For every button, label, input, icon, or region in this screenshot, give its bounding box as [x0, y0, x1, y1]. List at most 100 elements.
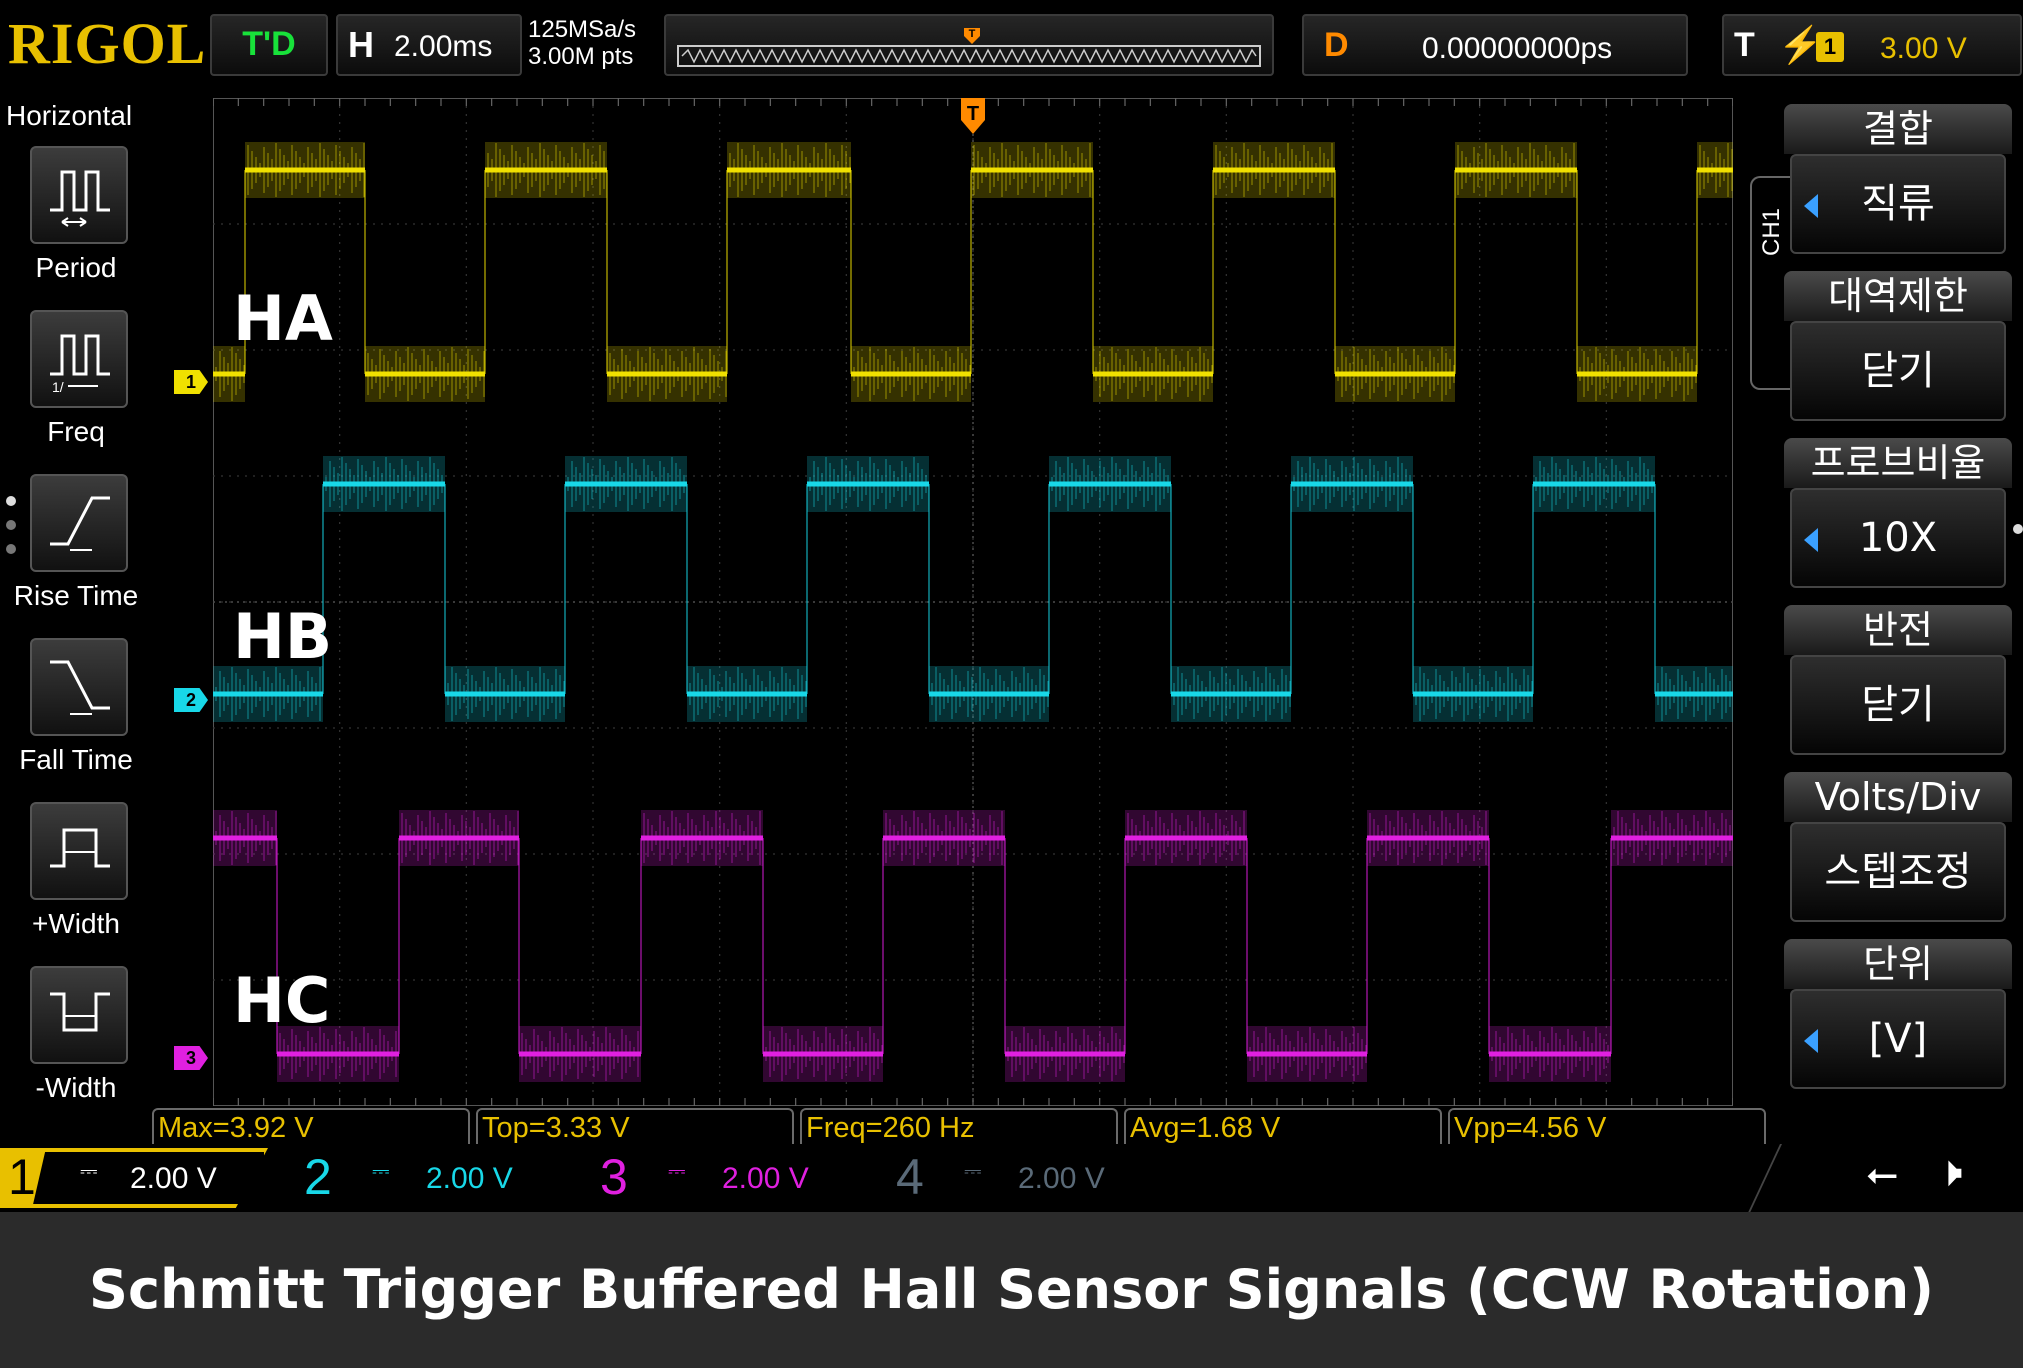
menu-tab: CH1: [1750, 176, 1792, 390]
period-icon: [30, 146, 128, 244]
invert-menu-item[interactable]: 반전 닫기: [1784, 605, 2012, 763]
svg-text:1/: 1/: [52, 379, 64, 395]
rise-time-icon: [30, 474, 128, 572]
ch3-ground-marker[interactable]: 3: [174, 1046, 208, 1070]
measure-positive-width-label: +Width: [32, 908, 120, 939]
ch3-waveform-hc: [213, 810, 1733, 1082]
trigger-position-overview[interactable]: T: [664, 14, 1274, 76]
graticule: T: [212, 97, 1734, 1107]
measure-fall-time-button[interactable]: Fall Time: [0, 638, 152, 802]
channel-3-number: 3: [600, 1149, 628, 1205]
measure-rise-time-button[interactable]: Rise Time: [0, 474, 152, 638]
dc-coupling-icon: ⎓: [668, 1158, 686, 1183]
volts-div-menu-item[interactable]: Volts/Div 스텝조정: [1784, 772, 2012, 930]
trigger-pos-marker: T: [969, 28, 976, 40]
dc-coupling-icon: ⎓: [964, 1158, 982, 1183]
unit-menu-item[interactable]: 단위 [V]: [1784, 939, 2012, 1097]
channel-4-number: 4: [896, 1149, 924, 1205]
ch1-ground-marker[interactable]: 1: [174, 370, 208, 394]
measure-avg: Avg=1.68 V: [1124, 1108, 1442, 1144]
measure-rise-time-label: Rise Time: [13, 580, 139, 611]
channel-3-scale: 2.00 V: [722, 1162, 809, 1195]
timebase-value: 2.00ms: [394, 30, 493, 63]
measure-menu: Horizontal Period 1/ Freq Rise Time Fall…: [0, 96, 152, 1106]
fall-time-icon: [30, 638, 128, 736]
coupling-value[interactable]: 직류: [1790, 154, 2006, 254]
trigger-source: 1: [1816, 32, 1844, 62]
trigger-label: T: [1734, 26, 1755, 64]
menu-title: Horizontal: [6, 100, 133, 131]
channel-menu: CH1 결합 직류 대역제한 닫기 프로브비율 10X 반전 닫기 Volts/…: [1750, 96, 2023, 1106]
positive-width-icon: [30, 802, 128, 900]
measure-positive-width-button[interactable]: +Width: [0, 802, 152, 966]
invert-header: 반전: [1784, 605, 2012, 655]
unit-value[interactable]: [V]: [1790, 989, 2006, 1089]
measure-vpp: Vpp=4.56 V: [1448, 1108, 1766, 1144]
memory-depth: 3.00M pts: [528, 43, 634, 70]
brand-logo: RIGOL: [8, 11, 207, 76]
menu-page-indicator: [6, 496, 16, 568]
trigger-display[interactable]: T ⚡ 1 3.00 V: [1722, 14, 2022, 76]
acquisition-info: 125MSa/s 3.00M pts: [528, 16, 636, 70]
figure-caption: Schmitt Trigger Buffered Hall Sensor Sig…: [0, 1212, 2023, 1368]
measure-period-button[interactable]: Period: [0, 146, 152, 310]
bandwidth-limit-value[interactable]: 닫기: [1790, 321, 2006, 421]
waveform-label-hb: HB: [233, 600, 333, 673]
mute-icon[interactable]: 🕨: [1936, 1148, 1963, 1195]
coupling-menu-item[interactable]: 결합 직류: [1784, 104, 2012, 262]
channel-1-scale: 2.00 V: [130, 1162, 217, 1195]
memory-overview-waveform: T: [677, 28, 1261, 67]
channel-2-scale: 2.00 V: [426, 1162, 513, 1195]
volts-div-header: Volts/Div: [1784, 772, 2012, 822]
channel-2-status[interactable]: 2 ⎓ 2.00 V: [300, 1148, 560, 1208]
menu-page-indicator: [2013, 524, 2023, 534]
measure-period-label: Period: [35, 252, 117, 283]
measure-freq: Freq=260 Hz: [800, 1108, 1118, 1144]
channel-2-number: 2: [304, 1149, 332, 1205]
measurement-results: Max=3.92 V Top=3.33 V Freq=260 Hz Avg=1.…: [152, 1108, 1770, 1144]
frequency-icon: 1/: [30, 310, 128, 408]
probe-ratio-value[interactable]: 10X: [1790, 488, 2006, 588]
dc-coupling-icon: ⎓: [372, 1158, 390, 1183]
measure-negative-width-label: -Width: [35, 1072, 117, 1103]
timebase-display[interactable]: H 2.00ms: [336, 14, 522, 76]
delay-value: 0.00000000ps: [1422, 32, 1613, 65]
top-status-bar: RIGOL T'D H 2.00ms 125MSa/s 3.00M pts T …: [0, 0, 2023, 88]
waveform-display[interactable]: T HA HB HC: [212, 97, 1734, 1107]
rising-edge-icon: ⚡: [1778, 24, 1823, 65]
svg-text:T: T: [967, 103, 979, 125]
coupling-header: 결합: [1784, 104, 2012, 154]
delay-label: D: [1324, 26, 1349, 64]
select-arrow-icon: [1804, 528, 1818, 552]
channel-1-status[interactable]: 1 ⎓ 2.00 V: [0, 1148, 280, 1208]
probe-ratio-menu-item[interactable]: 프로브비율 10X: [1784, 438, 2012, 596]
bandwidth-limit-menu-item[interactable]: 대역제한 닫기: [1784, 271, 2012, 429]
dc-coupling-icon: ⎓: [80, 1158, 98, 1183]
unit-header: 단위: [1784, 939, 2012, 989]
select-arrow-icon: [1804, 194, 1818, 218]
probe-ratio-header: 프로브비율: [1784, 438, 2012, 488]
trigger-level: 3.00 V: [1880, 32, 1967, 65]
trigger-position-marker: [961, 98, 985, 134]
channel-4-status[interactable]: 4 ⎓ 2.00 V: [892, 1148, 1152, 1208]
usb-icon: ⭠: [1866, 1152, 1898, 1196]
measure-fall-time-label: Fall Time: [19, 744, 133, 775]
measure-freq-button[interactable]: 1/ Freq: [0, 310, 152, 474]
measure-max: Max=3.92 V: [152, 1108, 470, 1144]
volts-div-value[interactable]: 스텝조정: [1790, 822, 2006, 922]
ch1-waveform-ha: [213, 142, 1733, 402]
channel-4-scale: 2.00 V: [1018, 1162, 1105, 1195]
channel-3-status[interactable]: 3 ⎓ 2.00 V: [596, 1148, 856, 1208]
ch2-waveform-hb: [213, 456, 1733, 722]
bandwidth-limit-header: 대역제한: [1784, 271, 2012, 321]
ch2-ground-marker[interactable]: 2: [174, 688, 208, 712]
sample-rate: 125MSa/s: [528, 16, 637, 43]
waveform-label-ha: HA: [233, 282, 333, 355]
waveform-label-hc: HC: [233, 964, 331, 1037]
invert-value[interactable]: 닫기: [1790, 655, 2006, 755]
delay-display[interactable]: D 0.00000000ps: [1302, 14, 1688, 76]
run-status-button[interactable]: T'D: [210, 14, 328, 76]
channel-1-number: 1: [8, 1149, 36, 1205]
channel-status-bar: 1 ⎓ 2.00 V 2 ⎓ 2.00 V 3 ⎓ 2.00 V 4 ⎓ 2.0…: [0, 1144, 2023, 1212]
measure-negative-width-button[interactable]: -Width: [0, 966, 152, 1130]
